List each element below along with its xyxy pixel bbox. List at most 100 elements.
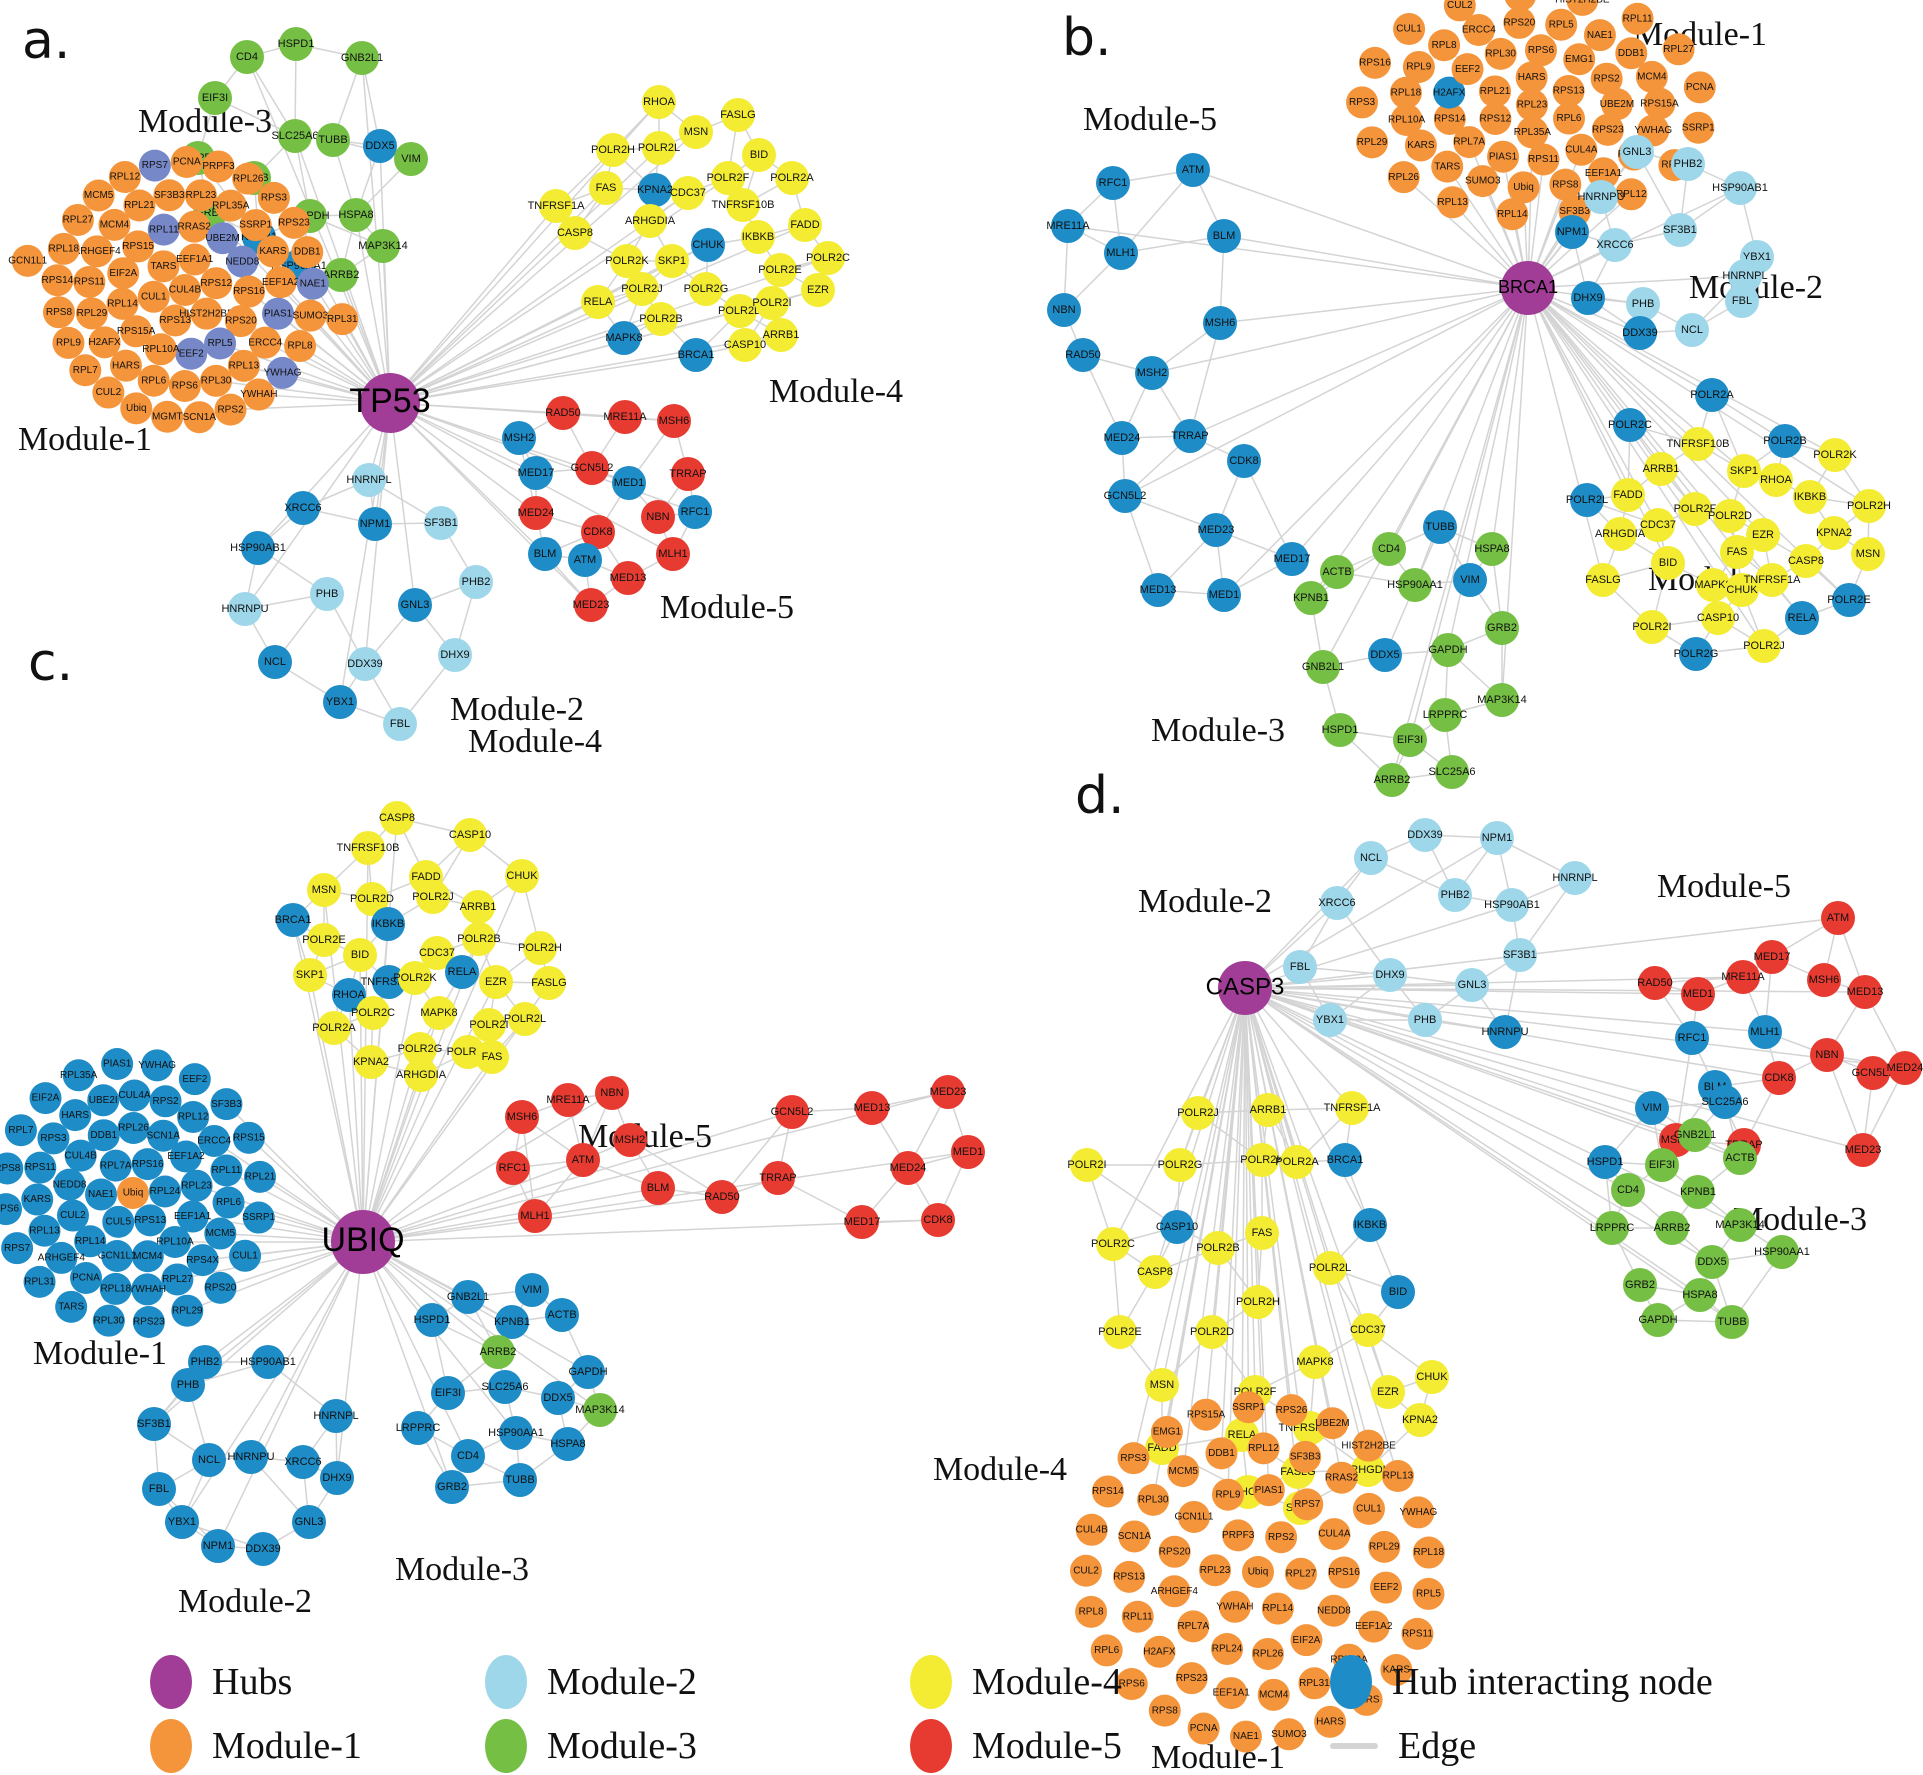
node-RPS8[interactable]: RPS8 xyxy=(0,1152,24,1185)
node-MCM4[interactable]: MCM4 xyxy=(98,208,131,241)
node-PHB[interactable]: PHB xyxy=(171,1368,205,1402)
node-PHB[interactable]: PHB xyxy=(1626,287,1660,321)
node-RPL30[interactable]: RPL30 xyxy=(1484,37,1517,70)
node-RELA[interactable]: RELA xyxy=(581,285,615,319)
node-YWHAG[interactable]: YWHAG xyxy=(1400,1496,1438,1529)
node-SCN1A[interactable]: SCN1A xyxy=(1118,1520,1152,1553)
node-CD4[interactable]: CD4 xyxy=(230,40,264,74)
node-RPL30[interactable]: RPL30 xyxy=(92,1304,125,1337)
node-RAD50[interactable]: RAD50 xyxy=(1065,338,1101,372)
node-HSPA8[interactable]: HSPA8 xyxy=(1474,532,1510,566)
node-FAS[interactable]: FAS xyxy=(475,1040,509,1074)
node-RELA[interactable]: RELA xyxy=(445,955,479,989)
node-RPL11[interactable]: RPL11 xyxy=(210,1154,243,1187)
node-RRAS2[interactable]: RRAS2 xyxy=(178,210,212,243)
node-GCN1L1[interactable]: GCN1L1 xyxy=(8,244,48,277)
node-TUBB[interactable]: TUBB xyxy=(316,123,350,157)
node-RAD50[interactable]: RAD50 xyxy=(545,396,581,430)
node-NCL[interactable]: NCL xyxy=(1675,313,1709,347)
node-GNB2L1[interactable]: GNB2L1 xyxy=(1302,650,1344,684)
node-POLR2I[interactable]: POLR2I xyxy=(1632,610,1672,644)
node-CDC37[interactable]: CDC37 xyxy=(1640,508,1676,542)
node-FAS[interactable]: FAS xyxy=(1720,535,1754,569)
node-RPL35A[interactable]: RPL35A xyxy=(60,1059,98,1092)
node-H2AFX[interactable]: H2AFX xyxy=(1433,76,1466,109)
node-RPL13[interactable]: RPL13 xyxy=(1436,186,1469,219)
node-VIM[interactable]: VIM xyxy=(1635,1091,1669,1125)
node-FASLG[interactable]: FASLG xyxy=(531,966,567,1000)
node-SKP1[interactable]: SKP1 xyxy=(293,958,327,992)
node-YWHAH[interactable]: YWHAH xyxy=(1216,1590,1254,1623)
node-RPS7[interactable]: RPS7 xyxy=(138,149,171,182)
node-RPS11[interactable]: RPS11 xyxy=(1401,1617,1434,1650)
node-ARRB2[interactable]: ARRB2 xyxy=(480,1335,517,1369)
node-SCN1A[interactable]: SCN1A xyxy=(147,1119,181,1152)
node-KARS[interactable]: KARS xyxy=(1380,1653,1413,1686)
node-MSH2[interactable]: MSH2 xyxy=(1135,356,1169,390)
node-SSRP1[interactable]: SSRP1 xyxy=(1232,1391,1265,1424)
node-IKBKB[interactable]: IKBKB xyxy=(741,220,775,254)
node-RPS6[interactable]: RPS6 xyxy=(168,369,201,402)
node-Ubiq[interactable]: Ubiq xyxy=(1242,1556,1274,1588)
node-RPS23[interactable]: RPS23 xyxy=(1175,1662,1208,1695)
node-HSP90AB1[interactable]: HSP90AB1 xyxy=(230,531,286,565)
node-POLR2B[interactable]: POLR2B xyxy=(1196,1231,1240,1265)
node-RPL14[interactable]: RPL14 xyxy=(1261,1592,1294,1625)
node-CUL1[interactable]: CUL1 xyxy=(229,1239,262,1272)
node-RPS3[interactable]: RPS3 xyxy=(1117,1442,1150,1475)
node-RPS13[interactable]: RPS13 xyxy=(134,1204,167,1237)
node-FBL[interactable]: FBL xyxy=(383,707,417,741)
node-MSH2[interactable]: MSH2 xyxy=(502,421,536,455)
node-PIAS1[interactable]: PIAS1 xyxy=(262,297,295,330)
node-MED17[interactable]: MED17 xyxy=(1754,940,1791,974)
node-POLR2J[interactable]: POLR2J xyxy=(1177,1096,1219,1130)
node-MCM5[interactable]: MCM5 xyxy=(1167,1455,1200,1488)
node-ARRB2[interactable]: ARRB2 xyxy=(1654,1211,1691,1245)
node-KPNA2[interactable]: KPNA2 xyxy=(1402,1403,1438,1437)
node-NPM1[interactable]: NPM1 xyxy=(1480,821,1514,855)
node-CHUK[interactable]: CHUK xyxy=(691,228,725,262)
node-MAPK8[interactable]: MAPK8 xyxy=(1296,1345,1334,1379)
node-DDX5[interactable]: DDX5 xyxy=(1368,638,1402,672)
node-RAD50[interactable]: RAD50 xyxy=(1637,966,1673,1000)
node-HNRNPU[interactable]: HNRNPU xyxy=(1577,180,1625,214)
node-BID[interactable]: BID xyxy=(1651,546,1685,580)
node-FASLG[interactable]: FASLG xyxy=(1585,563,1621,597)
node-NBN[interactable]: NBN xyxy=(1047,293,1081,327)
node-SF3B1[interactable]: SF3B1 xyxy=(424,506,458,540)
node-RPL14[interactable]: RPL14 xyxy=(106,287,139,320)
node-RPL18[interactable]: RPL18 xyxy=(47,232,80,265)
node-CUL4B[interactable]: CUL4B xyxy=(65,1139,98,1172)
node-SLC25A6[interactable]: SLC25A6 xyxy=(481,1370,529,1404)
node-RRAS2[interactable]: RRAS2 xyxy=(1325,1461,1359,1494)
node-POLR2A[interactable]: POLR2A xyxy=(312,1011,356,1045)
node-GRB2[interactable]: GRB2 xyxy=(1485,611,1519,645)
node-HSPD1[interactable]: HSPD1 xyxy=(1322,713,1359,747)
node-RPL7A[interactable]: RPL7A xyxy=(99,1149,132,1182)
node-EZR[interactable]: EZR xyxy=(1746,518,1780,552)
node-PIAS1[interactable]: PIAS1 xyxy=(101,1048,134,1081)
node-POLR2E[interactable]: POLR2E xyxy=(302,923,346,957)
node-RPL10A[interactable]: RPL10A xyxy=(1388,103,1426,136)
node-NAE1[interactable]: NAE1 xyxy=(1583,19,1616,52)
node-RPL7[interactable]: RPL7 xyxy=(69,354,102,387)
node-CASP10[interactable]: CASP10 xyxy=(449,818,491,852)
node-BLM[interactable]: BLM xyxy=(1207,219,1241,253)
node-KPNB1[interactable]: KPNB1 xyxy=(1293,581,1329,615)
node-CUL1[interactable]: CUL1 xyxy=(137,280,170,313)
node-YWHAH[interactable]: YWHAH xyxy=(240,378,277,411)
node-MRE11A[interactable]: MRE11A xyxy=(1046,209,1090,243)
node-MSH6[interactable]: MSH6 xyxy=(657,404,691,438)
node-PIAS1[interactable]: PIAS1 xyxy=(1252,1474,1285,1507)
node-CUL4A[interactable]: CUL4A xyxy=(1318,1518,1351,1551)
node-MAPK8[interactable]: MAPK8 xyxy=(605,321,643,355)
node-H2AFX[interactable]: H2AFX xyxy=(1143,1635,1176,1668)
node-NCL[interactable]: NCL xyxy=(258,645,292,679)
node-KPNA2[interactable]: KPNA2 xyxy=(637,173,673,207)
node-ARRB2[interactable]: ARRB2 xyxy=(1374,763,1411,797)
node-CD4[interactable]: CD4 xyxy=(1611,1173,1645,1207)
node-RPS14[interactable]: RPS14 xyxy=(1091,1475,1124,1508)
node-EEF2[interactable]: EEF2 xyxy=(1369,1571,1402,1604)
node-RPL7[interactable]: RPL7 xyxy=(4,1114,37,1147)
node-RPL6[interactable]: RPL6 xyxy=(1090,1634,1123,1667)
